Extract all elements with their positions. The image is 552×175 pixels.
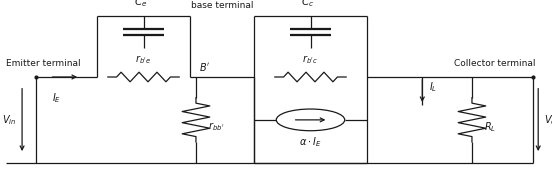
Text: $I_L$: $I_L$ — [429, 81, 437, 94]
Text: Internal
base terminal: Internal base terminal — [191, 0, 253, 10]
Text: $\alpha \cdot I_E$: $\alpha \cdot I_E$ — [299, 135, 322, 149]
Text: $V_{in}$: $V_{in}$ — [2, 113, 17, 127]
Text: $r_{b'e}$: $r_{b'e}$ — [135, 54, 152, 66]
Text: $B'$: $B'$ — [199, 61, 210, 73]
Text: $C_c$: $C_c$ — [301, 0, 314, 9]
Text: Emitter terminal: Emitter terminal — [6, 59, 80, 68]
Text: $C_e$: $C_e$ — [134, 0, 147, 9]
Text: $r_{b'c}$: $r_{b'c}$ — [302, 54, 319, 66]
Text: $R_L$: $R_L$ — [484, 120, 496, 134]
Text: Collector terminal: Collector terminal — [454, 59, 535, 68]
Text: $V_{out}$: $V_{out}$ — [544, 113, 552, 127]
Text: $r_{bb'}$: $r_{bb'}$ — [208, 120, 225, 133]
Text: $I_E$: $I_E$ — [52, 91, 62, 105]
